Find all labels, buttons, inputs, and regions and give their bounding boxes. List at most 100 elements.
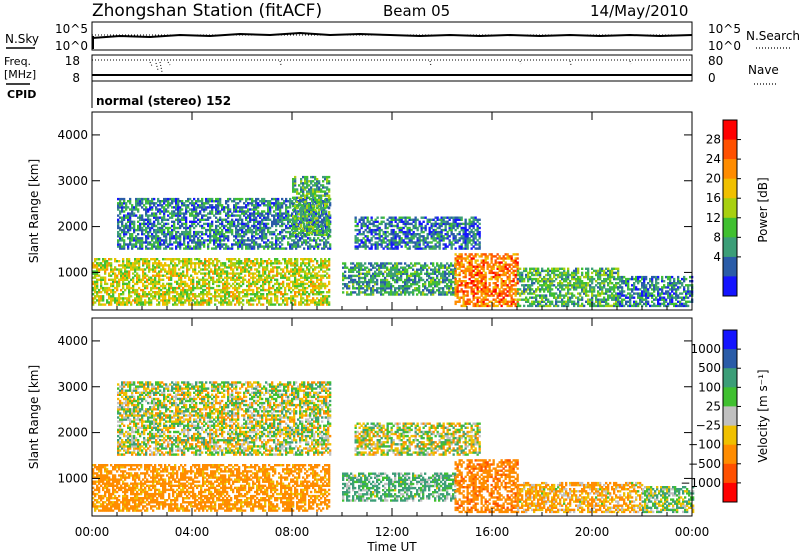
heatmap-cell xyxy=(147,241,150,244)
heatmap-cell xyxy=(173,214,176,217)
heatmap-cell xyxy=(252,303,255,306)
heatmap-cell xyxy=(300,288,303,292)
heatmap-cell xyxy=(104,260,107,263)
heatmap-cell xyxy=(308,192,311,195)
heatmap-cell xyxy=(316,301,319,304)
heatmap-cell xyxy=(217,212,220,215)
heatmap-cell xyxy=(346,285,349,288)
heatmap-cell xyxy=(102,278,105,281)
heatmap-cell xyxy=(142,278,145,281)
heatmap-cell xyxy=(292,268,295,271)
heatmap-cell xyxy=(209,210,212,213)
heatmap-cell xyxy=(159,228,162,232)
heatmap-cell xyxy=(416,228,419,232)
heatmap-cell xyxy=(213,200,216,203)
heatmap-cell xyxy=(168,270,171,273)
heatmap-cell xyxy=(228,282,231,286)
heatmap-cell xyxy=(456,222,459,226)
heatmap-cell xyxy=(310,192,313,195)
heatmap-cell xyxy=(300,295,303,298)
heatmap-cell xyxy=(158,280,161,284)
heatmap-cell xyxy=(104,270,107,273)
heatmap-cell xyxy=(366,218,369,221)
heatmap-cell xyxy=(446,283,449,286)
heatmap-cell xyxy=(241,206,244,209)
heatmap-cell xyxy=(271,237,274,240)
heatmap-cell xyxy=(221,235,224,238)
heatmap-cell xyxy=(167,218,170,221)
heatmap-cell xyxy=(241,247,244,250)
heatmap-cell xyxy=(247,226,250,230)
heatmap-cell xyxy=(129,235,132,238)
heatmap-cell xyxy=(147,247,150,250)
heatmap-cell xyxy=(96,268,99,271)
heatmap-cell xyxy=(250,303,253,306)
heatmap-cell xyxy=(324,190,327,193)
heatmap-cell xyxy=(134,291,137,294)
heatmap-cell xyxy=(253,222,256,226)
heatmap-cell xyxy=(261,230,264,234)
heatmap-cell xyxy=(186,264,189,267)
heatmap-cell xyxy=(195,247,198,250)
heatmap-cell xyxy=(294,268,297,271)
heatmap-cell xyxy=(253,226,256,230)
heatmap-cell xyxy=(354,235,357,238)
heatmap-cell xyxy=(370,230,373,234)
heatmap-cell xyxy=(110,299,113,302)
heatmap-cell xyxy=(301,243,304,246)
heatmap-cell xyxy=(122,266,125,269)
heatmap-cell xyxy=(321,247,324,250)
nave-tick-high: 80 xyxy=(708,54,723,68)
heatmap-cell xyxy=(268,299,271,302)
heatmap-cell xyxy=(176,258,179,261)
heatmap-cell xyxy=(125,216,128,219)
heatmap-cell xyxy=(211,228,214,232)
heatmap-cell xyxy=(194,295,197,298)
heatmap-cell xyxy=(322,295,325,298)
heatmap-cell xyxy=(444,280,447,284)
heatmap-cell xyxy=(154,284,157,288)
heatmap-cell xyxy=(209,241,212,244)
heatmap-cell xyxy=(167,204,170,207)
heatmap-cell xyxy=(210,293,213,296)
heatmap-cell xyxy=(153,220,156,223)
heatmap-cell xyxy=(328,274,331,277)
heatmap-cell xyxy=(304,286,307,290)
heatmap-cell xyxy=(284,276,287,279)
heatmap-cell xyxy=(232,276,235,279)
heatmap-cell xyxy=(318,274,321,277)
heatmap-cell xyxy=(298,231,301,234)
heatmap-cell xyxy=(390,216,393,219)
heatmap-cell xyxy=(296,188,299,191)
heatmap-cell xyxy=(104,286,107,290)
heatmap-cell xyxy=(372,266,375,269)
heatmap-cell xyxy=(261,202,264,205)
heatmap-cell xyxy=(304,276,307,279)
heatmap-cell xyxy=(211,235,214,238)
heatmap-cell xyxy=(266,301,269,304)
heatmap-cell xyxy=(100,262,103,265)
heatmap-cell xyxy=(314,301,317,304)
heatmap-cell xyxy=(312,200,315,204)
heatmap-cell xyxy=(104,266,107,269)
heatmap-cell xyxy=(244,262,247,265)
heatmap-cell xyxy=(180,274,183,277)
heatmap-cell xyxy=(244,264,247,267)
heatmap-cell xyxy=(198,260,201,263)
heatmap-cell xyxy=(261,233,264,236)
heatmap-cell xyxy=(440,218,443,221)
heatmap-cell xyxy=(384,235,387,238)
heatmap-cell xyxy=(141,239,144,242)
heatmap-cell xyxy=(263,204,266,207)
heatmap-cell xyxy=(140,301,143,304)
heatmap-cell xyxy=(102,276,105,279)
heatmap-cell xyxy=(396,272,399,275)
heatmap-cell xyxy=(312,291,315,294)
heatmap-cell xyxy=(126,266,129,269)
heatmap-cell xyxy=(434,278,437,282)
heatmap-cell xyxy=(177,206,180,209)
heatmap-cell xyxy=(321,235,324,238)
heatmap-cell xyxy=(217,202,220,205)
heatmap-cell xyxy=(227,226,230,230)
heatmap-cell xyxy=(412,268,415,271)
